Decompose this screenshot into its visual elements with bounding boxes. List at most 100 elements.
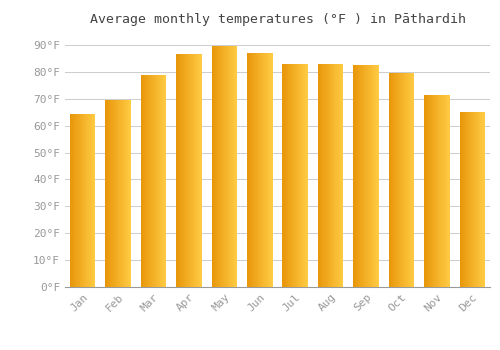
Bar [74, 113, 75, 287]
Bar [302, 64, 303, 287]
Bar [199, 54, 200, 287]
Bar [107, 100, 108, 287]
Bar [330, 64, 331, 287]
Bar [150, 75, 151, 287]
Bar [182, 54, 183, 287]
Bar [187, 54, 188, 287]
Bar [198, 54, 199, 287]
Bar [395, 73, 396, 287]
Bar [469, 112, 470, 287]
Bar [296, 64, 297, 287]
Bar [233, 46, 234, 287]
Bar [162, 75, 164, 287]
Bar [77, 113, 78, 287]
Bar [396, 73, 397, 287]
Bar [389, 73, 390, 287]
Bar [354, 65, 355, 287]
Bar [299, 64, 300, 287]
Bar [192, 54, 193, 287]
Bar [473, 112, 474, 287]
Bar [292, 64, 293, 287]
Bar [232, 46, 233, 287]
Bar [404, 73, 405, 287]
Bar [291, 64, 292, 287]
Bar [393, 73, 394, 287]
Bar [258, 53, 259, 287]
Bar [440, 95, 441, 287]
Bar [475, 112, 476, 287]
Bar [390, 73, 392, 287]
Bar [95, 113, 96, 287]
Bar [127, 100, 128, 287]
Bar [322, 64, 323, 287]
Bar [294, 64, 295, 287]
Bar [247, 53, 248, 287]
Bar [297, 64, 298, 287]
Bar [438, 95, 439, 287]
Bar [253, 53, 254, 287]
Bar [179, 54, 180, 287]
Bar [161, 75, 162, 287]
Bar [236, 46, 237, 287]
Bar [388, 73, 390, 287]
Bar [403, 73, 404, 287]
Bar [289, 64, 290, 287]
Bar [307, 64, 308, 287]
Bar [366, 65, 367, 287]
Bar [333, 64, 334, 287]
Bar [468, 112, 469, 287]
Bar [426, 95, 427, 287]
Bar [229, 46, 230, 287]
Bar [441, 95, 442, 287]
Bar [222, 46, 223, 287]
Bar [116, 100, 117, 287]
Bar [407, 73, 408, 287]
Bar [446, 95, 447, 287]
Bar [181, 54, 182, 287]
Bar [148, 75, 149, 287]
Bar [373, 65, 374, 287]
Bar [264, 53, 265, 287]
Bar [108, 100, 109, 287]
Bar [79, 113, 80, 287]
Bar [410, 73, 411, 287]
Bar [146, 75, 147, 287]
Bar [377, 65, 378, 287]
Bar [466, 112, 467, 287]
Bar [334, 64, 336, 287]
Bar [336, 64, 338, 287]
Bar [359, 65, 360, 287]
Bar [82, 113, 84, 287]
Bar [159, 75, 160, 287]
Bar [70, 113, 71, 287]
Bar [358, 65, 359, 287]
Bar [94, 113, 95, 287]
Bar [113, 100, 114, 287]
Bar [402, 73, 403, 287]
Bar [301, 64, 302, 287]
Bar [484, 112, 485, 287]
Bar [121, 100, 122, 287]
Bar [448, 95, 449, 287]
Bar [188, 54, 189, 287]
Bar [230, 46, 231, 287]
Bar [408, 73, 409, 287]
Bar [482, 112, 483, 287]
Bar [194, 54, 195, 287]
Bar [261, 53, 262, 287]
Bar [375, 65, 376, 287]
Bar [329, 64, 330, 287]
Bar [193, 54, 194, 287]
Bar [374, 65, 376, 287]
Bar [372, 65, 373, 287]
Bar [220, 46, 221, 287]
Bar [160, 75, 161, 287]
Bar [217, 46, 218, 287]
Bar [428, 95, 430, 287]
Bar [256, 53, 258, 287]
Bar [405, 73, 406, 287]
Bar [464, 112, 465, 287]
Bar [91, 113, 92, 287]
Bar [111, 100, 112, 287]
Bar [213, 46, 214, 287]
